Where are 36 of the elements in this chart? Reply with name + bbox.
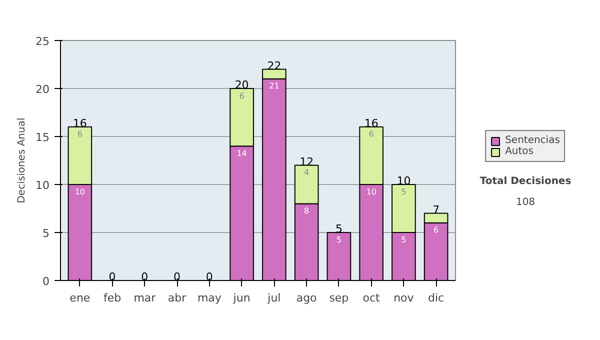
x-tick-label: abr xyxy=(168,292,187,304)
text: Total Decisiones xyxy=(480,176,572,188)
text: 108 xyxy=(516,196,536,208)
x-tick-label: jun xyxy=(232,292,250,304)
y-tick-label: 25 xyxy=(36,35,50,48)
y-axis-title: Decisiones Anual xyxy=(16,118,28,204)
y-tick-label: 20 xyxy=(36,83,50,96)
data-label: 21 xyxy=(269,82,280,91)
y-tick-label: 0 xyxy=(42,275,50,288)
y-tick-label: 10 xyxy=(36,179,50,192)
y-tick-label: 5 xyxy=(42,227,50,240)
data-label: 6 xyxy=(239,91,244,100)
data-label: 14 xyxy=(236,148,247,158)
x-tick-label: mar xyxy=(134,292,156,304)
x-tick-label: jul xyxy=(266,292,281,304)
y-tick-label: 15 xyxy=(36,131,50,144)
legend-label: Autos xyxy=(505,146,534,157)
legend-label: Sentencias xyxy=(505,135,560,146)
x-tick-label: ene xyxy=(70,292,90,304)
x-tick-label: may xyxy=(197,292,222,304)
data-label: 10 xyxy=(74,187,86,196)
x-tick-label: feb xyxy=(103,292,122,304)
data-label: 10 xyxy=(366,187,376,196)
x-tick-label: sep xyxy=(329,292,349,304)
data-label: 5 xyxy=(401,187,406,196)
x-tick-label: dic xyxy=(428,292,444,304)
data-label: 5 xyxy=(336,235,342,244)
data-label: 8 xyxy=(304,206,310,216)
x-tick-label: ago xyxy=(296,292,318,304)
data-label: 6 xyxy=(368,130,374,139)
data-label: 6 xyxy=(434,226,439,235)
data-label: 6 xyxy=(77,130,82,139)
data-label: 4 xyxy=(304,168,310,178)
x-tick-label: oct xyxy=(362,292,381,304)
x-tick-label: nov xyxy=(394,292,414,304)
data-label: 5 xyxy=(401,235,406,244)
